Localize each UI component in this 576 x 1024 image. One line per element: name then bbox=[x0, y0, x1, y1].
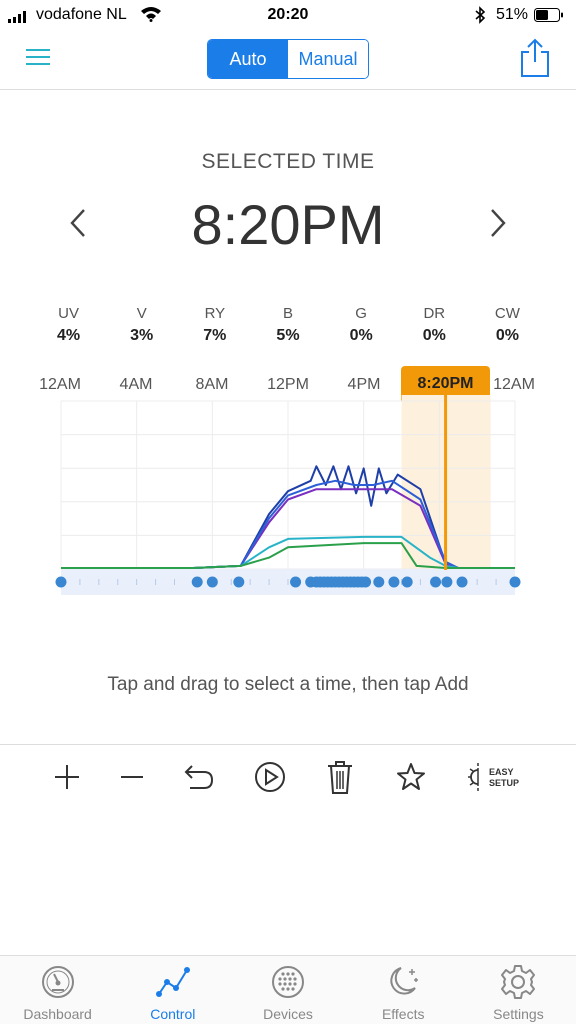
tab-label: Control bbox=[150, 1006, 196, 1022]
channel-name: RY bbox=[204, 305, 226, 322]
wifi-icon bbox=[140, 6, 162, 27]
time-tick-label: 12AM bbox=[493, 376, 535, 393]
battery-percent: 51% bbox=[496, 6, 529, 23]
channel-value: 0% bbox=[422, 327, 446, 344]
easy-setup-button[interactable]: EASY SETUP bbox=[466, 757, 526, 797]
remove-icon[interactable] bbox=[112, 757, 152, 797]
channel-ry: RY 7% bbox=[178, 305, 251, 345]
time-tick-label: 8AM bbox=[195, 376, 229, 393]
time-tick-label: 4PM bbox=[347, 376, 381, 393]
dashboard-icon bbox=[41, 966, 74, 998]
channel-value: 5% bbox=[276, 327, 300, 344]
selected-time-value: 8:20PM bbox=[191, 193, 385, 256]
channel-name: V bbox=[136, 305, 147, 322]
carrier-name: vodafone NL bbox=[36, 6, 127, 23]
light-schedule-chart[interactable] bbox=[0, 395, 576, 605]
keyframe-dot[interactable] bbox=[233, 576, 245, 588]
tab-control[interactable]: Control bbox=[115, 956, 230, 1024]
channel-value: 0% bbox=[495, 327, 519, 344]
navigation-bar: Auto Manual bbox=[0, 30, 576, 90]
effects-icon bbox=[390, 967, 419, 995]
control-icon bbox=[155, 967, 190, 997]
edit-toolbar: EASY SETUP bbox=[0, 744, 576, 804]
easy-setup-line2: SETUP bbox=[489, 778, 519, 788]
keyframe-dot[interactable] bbox=[360, 576, 372, 588]
keyframe-dot[interactable] bbox=[373, 576, 385, 588]
previous-time-arrow-icon[interactable] bbox=[64, 206, 94, 240]
battery-icon bbox=[534, 8, 564, 27]
channel-values: UV 4% V 3% RY 7% B 5% G 0% DR 0% CW 0% bbox=[32, 305, 544, 345]
keyframe-dot[interactable] bbox=[430, 576, 442, 588]
tab-label: Dashboard bbox=[23, 1006, 92, 1022]
signal-icon bbox=[8, 10, 32, 28]
mode-auto-button[interactable]: Auto bbox=[208, 40, 288, 78]
keyframe-dot[interactable] bbox=[206, 576, 218, 588]
status-bar: vodafone NL 20:20 51% bbox=[0, 0, 576, 30]
keyframe-dot[interactable] bbox=[55, 576, 67, 588]
tab-devices[interactable]: Devices bbox=[230, 956, 345, 1024]
undo-icon[interactable] bbox=[179, 757, 219, 797]
favorite-star-icon[interactable] bbox=[391, 757, 431, 797]
time-tick-label: 4AM bbox=[119, 376, 153, 393]
channel-name: DR bbox=[423, 305, 446, 322]
play-icon[interactable] bbox=[250, 757, 290, 797]
tab-effects[interactable]: Effects bbox=[346, 956, 461, 1024]
keyframe-dot[interactable] bbox=[290, 576, 302, 588]
keyframe-dot[interactable] bbox=[388, 576, 400, 588]
tab-label: Settings bbox=[493, 1006, 544, 1022]
menu-icon[interactable] bbox=[26, 46, 52, 68]
channel-b: B 5% bbox=[251, 305, 324, 345]
channel-value: 3% bbox=[130, 327, 154, 344]
trash-icon[interactable] bbox=[320, 757, 360, 797]
add-icon[interactable] bbox=[47, 757, 87, 797]
tab-settings[interactable]: Settings bbox=[461, 956, 576, 1024]
channel-uv: UV 4% bbox=[32, 305, 105, 345]
tab-label: Devices bbox=[263, 1006, 313, 1022]
channel-cw: CW 0% bbox=[471, 305, 544, 345]
mode-manual-button[interactable]: Manual bbox=[288, 40, 368, 78]
channel-g: G 0% bbox=[325, 305, 398, 345]
channel-name: CW bbox=[494, 305, 520, 322]
series-line-0 bbox=[61, 465, 515, 569]
mode-segmented-control[interactable]: Auto Manual bbox=[207, 39, 369, 79]
channel-name: G bbox=[355, 305, 367, 322]
channel-value: 4% bbox=[57, 327, 81, 344]
keyframe-dot[interactable] bbox=[441, 576, 453, 588]
next-time-arrow-icon[interactable] bbox=[482, 206, 512, 240]
channel-name: UV bbox=[58, 305, 79, 322]
settings-icon bbox=[501, 965, 536, 999]
channel-dr: DR 0% bbox=[398, 305, 471, 345]
devices-icon bbox=[272, 966, 304, 998]
sun-half-icon bbox=[468, 763, 479, 791]
tab-bar: Dashboard Control Devices Effects Settin… bbox=[0, 955, 576, 1024]
channel-v: V 3% bbox=[105, 305, 178, 345]
status-time: 20:20 bbox=[267, 6, 309, 23]
keyframe-dot[interactable] bbox=[191, 576, 203, 588]
easy-setup-line1: EASY bbox=[489, 767, 514, 777]
instruction-text: Tap and drag to select a time, then tap … bbox=[107, 674, 469, 695]
time-tick-label: 12PM bbox=[267, 376, 309, 393]
bluetooth-icon bbox=[474, 6, 486, 29]
channel-name: B bbox=[282, 305, 293, 322]
series-line-4 bbox=[61, 542, 515, 569]
channel-value: 7% bbox=[203, 327, 227, 344]
keyframe-dot[interactable] bbox=[509, 576, 521, 588]
selected-time-label: SELECTED TIME bbox=[201, 150, 375, 173]
keyframe-dot[interactable] bbox=[401, 576, 413, 588]
tab-dashboard[interactable]: Dashboard bbox=[0, 956, 115, 1024]
share-icon[interactable] bbox=[518, 38, 552, 78]
channel-value: 0% bbox=[349, 327, 373, 344]
tab-label: Effects bbox=[381, 1006, 425, 1022]
keyframe-dot[interactable] bbox=[456, 576, 468, 588]
series-line-2 bbox=[61, 479, 515, 569]
time-tick-label: 12AM bbox=[39, 376, 81, 393]
